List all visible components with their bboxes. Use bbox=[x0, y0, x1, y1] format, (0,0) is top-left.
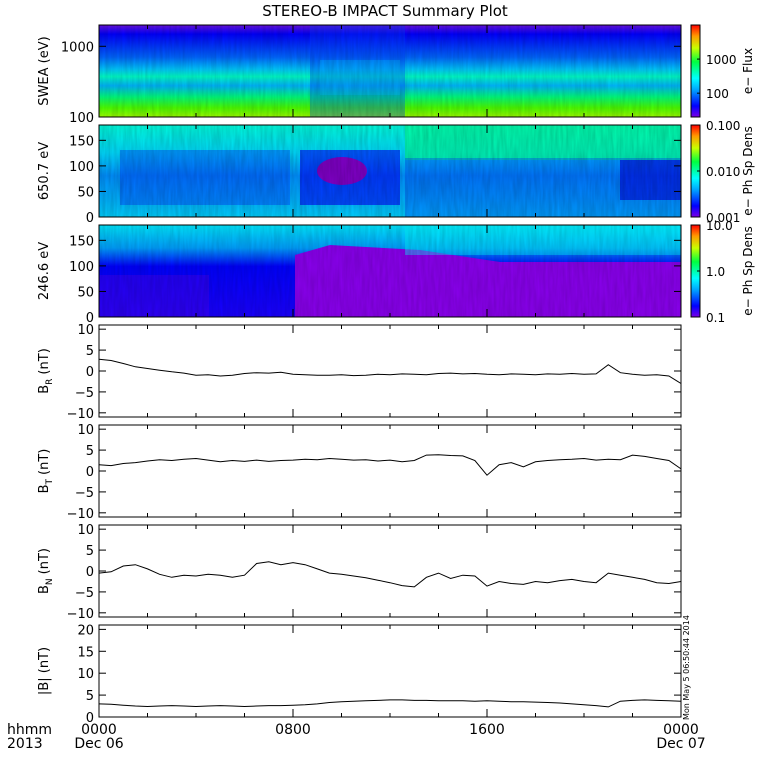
series-line bbox=[98, 561, 682, 588]
colorbar-tick-label: 1.0 bbox=[706, 265, 725, 279]
time-tick-date: Dec 07 bbox=[656, 736, 705, 752]
colorbar-tick-label: 100 bbox=[706, 87, 729, 101]
y-axis-label-unit: (nT) bbox=[37, 449, 52, 475]
panel-3: 0 50 100 150 246.6 eV bbox=[37, 224, 682, 326]
y-axis-label: SWEA (eV) bbox=[37, 36, 52, 105]
panel-7: 0 5 10 15 20 |B| (nT) bbox=[37, 623, 682, 726]
panel-frame bbox=[98, 624, 682, 718]
y-tick-label: 0 bbox=[86, 311, 94, 326]
y-tick-label: 5 bbox=[86, 444, 94, 459]
y-axis-label: BR (nT) bbox=[37, 348, 55, 394]
y-tick-label: 5 bbox=[86, 344, 94, 359]
time-tick-label: 0800 bbox=[275, 722, 311, 738]
y-tick-label: 100 bbox=[69, 160, 94, 175]
y-tick-label: 10 bbox=[77, 523, 94, 538]
colorbar-3: 0.1 1.0 10.0 e− Ph Sp Dens bbox=[690, 219, 755, 325]
colorbar-tick-label: 0.1 bbox=[706, 311, 725, 325]
y-tick-label: 0 bbox=[86, 211, 94, 226]
series-line bbox=[98, 454, 682, 476]
panel-frame bbox=[98, 324, 682, 418]
y-tick-label: −10 bbox=[67, 607, 94, 622]
y-tick-label: 50 bbox=[77, 185, 94, 200]
generation-timestamp: Mon May 5 06:50:44 2014 bbox=[682, 615, 691, 720]
y-tick-label: 0 bbox=[86, 365, 94, 380]
series-line bbox=[98, 358, 682, 384]
y-tick-label: 50 bbox=[77, 285, 94, 300]
y-tick-label: −5 bbox=[75, 386, 94, 401]
colorbar-label: e− Ph Sp Dens bbox=[741, 126, 755, 215]
y-tick-label: 10 bbox=[77, 667, 94, 682]
y-axis-label-main: B bbox=[37, 585, 52, 594]
y-axis-label-main: B bbox=[37, 484, 52, 493]
y-tick-label: 100 bbox=[69, 111, 94, 126]
panel-1: 100 1000 SWEA (eV) bbox=[37, 24, 682, 126]
y-tick-label: 0 bbox=[86, 711, 94, 726]
y-tick-label: 5 bbox=[86, 689, 94, 704]
y-axis-label-main: B bbox=[37, 385, 52, 394]
y-axis-label: |B| (nT) bbox=[37, 647, 52, 695]
series-line bbox=[98, 699, 682, 708]
colorbar-tick-label: 0.001 bbox=[706, 211, 740, 225]
y-tick-label: −5 bbox=[75, 486, 94, 501]
colorbar-label: e− Flux bbox=[741, 48, 755, 94]
y-axis-label: BT (nT) bbox=[37, 449, 55, 494]
time-tick-label: 0000 bbox=[663, 722, 699, 738]
colorbar-tick-label: 0.100 bbox=[706, 119, 740, 133]
y-tick-label: 5 bbox=[86, 544, 94, 559]
y-axis-label-sub: T bbox=[45, 478, 55, 485]
y-tick-label: 150 bbox=[69, 134, 94, 149]
time-axis-hhmm-label: hhmm bbox=[7, 722, 52, 738]
y-tick-label: 0 bbox=[86, 465, 94, 480]
y-axis-label: 650.7 eV bbox=[37, 142, 52, 200]
panel-frame bbox=[98, 524, 682, 618]
y-tick-label: 20 bbox=[77, 623, 94, 638]
y-axis-label-sub: R bbox=[45, 379, 55, 385]
panel-5: −10 −5 0 5 10 BT (nT) bbox=[37, 423, 682, 522]
colorbar-1: 100 1000 e− Flux bbox=[690, 24, 755, 118]
y-axis-label: 246.6 eV bbox=[37, 242, 52, 300]
time-tick-label: 1600 bbox=[469, 722, 505, 738]
y-axis-label-sub: N bbox=[45, 578, 55, 585]
y-tick-label: 15 bbox=[77, 645, 94, 660]
y-tick-label: 1000 bbox=[61, 40, 94, 55]
y-axis-label: BN (nT) bbox=[37, 548, 55, 594]
time-axis-year-label: 2013 bbox=[7, 736, 43, 752]
y-tick-label: 0 bbox=[86, 565, 94, 580]
time-tick-label: 0000 bbox=[81, 722, 117, 738]
panel-6: −10 −5 0 5 10 BN (nT) bbox=[37, 523, 682, 622]
swea-spectrogram bbox=[99, 25, 681, 117]
y-axis-label-unit: (nT) bbox=[37, 548, 52, 574]
panel-2: 0 50 100 150 650.7 eV bbox=[37, 124, 682, 226]
colorbar-tick-label: 1000 bbox=[706, 53, 737, 67]
y-tick-label: −10 bbox=[67, 407, 94, 422]
y-tick-label: 10 bbox=[77, 323, 94, 338]
panel-frame bbox=[98, 424, 682, 518]
e246-spectrogram bbox=[99, 225, 681, 317]
colorbar-label: e− Ph Sp Dens bbox=[741, 226, 755, 315]
y-tick-label: 100 bbox=[69, 260, 94, 275]
colorbar-scale bbox=[690, 24, 701, 118]
panel-4: −10 −5 0 5 10 BR (nT) bbox=[37, 323, 682, 422]
plot-title: STEREO-B IMPACT Summary Plot bbox=[262, 2, 508, 20]
e650-spectrogram bbox=[99, 125, 681, 217]
y-axis-label-unit: (nT) bbox=[37, 348, 52, 374]
y-tick-label: −10 bbox=[67, 507, 94, 522]
colorbar-tick-label: 0.010 bbox=[706, 165, 740, 179]
y-tick-label: −5 bbox=[75, 586, 94, 601]
spectrogram-images bbox=[99, 25, 681, 317]
y-tick-label: 150 bbox=[69, 234, 94, 249]
colorbar-tick-label: 10.0 bbox=[706, 219, 733, 233]
y-tick-label: 10 bbox=[77, 423, 94, 438]
time-tick-date: Dec 06 bbox=[74, 736, 123, 752]
